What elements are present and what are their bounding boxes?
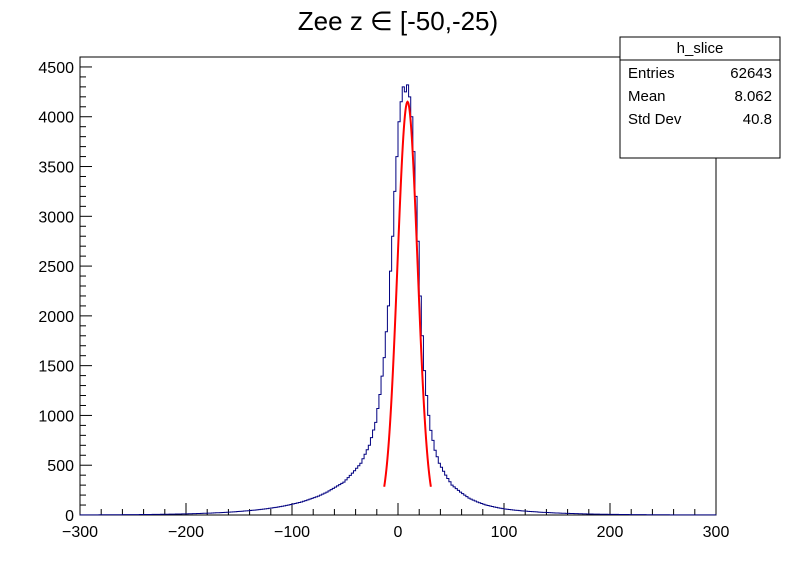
x-tick-label: −100	[274, 524, 310, 541]
y-tick-label: 0	[65, 508, 74, 525]
y-tick-label: 4500	[38, 60, 74, 77]
x-tick-label: −300	[62, 524, 98, 541]
histogram-step-line	[79, 84, 717, 516]
y-tick-label: 3500	[38, 160, 74, 177]
x-tick-label: 200	[597, 524, 624, 541]
y-tick-label: 4000	[38, 110, 74, 127]
stats-stddev-label: Std Dev	[628, 111, 682, 128]
y-axis: 0 500 1000 1500 2000 2500 3000 3500 4000 4500	[38, 60, 92, 525]
y-tick-label: 500	[47, 458, 74, 475]
stats-stddev-value: 40.8	[743, 111, 772, 128]
histogram-series	[79, 84, 717, 516]
gaussian-fit-curve	[383, 100, 432, 487]
stats-box: h_slice Entries 62643 Mean 8.062 Std Dev…	[619, 36, 781, 159]
x-tick-label: 0	[394, 524, 403, 541]
stats-entries-value: 62643	[730, 65, 772, 82]
y-tick-label: 2500	[38, 259, 74, 276]
stats-box-frame	[619, 36, 781, 159]
x-tick-label: 100	[491, 524, 518, 541]
x-tick-label: −200	[168, 524, 204, 541]
x-axis: −300 −200 −100 0 100 200 300	[62, 503, 729, 541]
y-tick-label: 1500	[38, 359, 74, 376]
y-tick-label: 3000	[38, 209, 74, 226]
fit-layer	[383, 100, 432, 487]
stats-entries-label: Entries	[628, 65, 675, 82]
stats-box-title: h_slice	[677, 40, 724, 57]
stats-mean-value: 8.062	[734, 88, 772, 105]
chart-title: Zee z ∈ [-50,-25)	[298, 6, 498, 36]
y-tick-label: 2000	[38, 309, 74, 326]
x-tick-label: 300	[703, 524, 730, 541]
y-tick-label: 1000	[38, 408, 74, 425]
stats-mean-label: Mean	[628, 88, 666, 105]
